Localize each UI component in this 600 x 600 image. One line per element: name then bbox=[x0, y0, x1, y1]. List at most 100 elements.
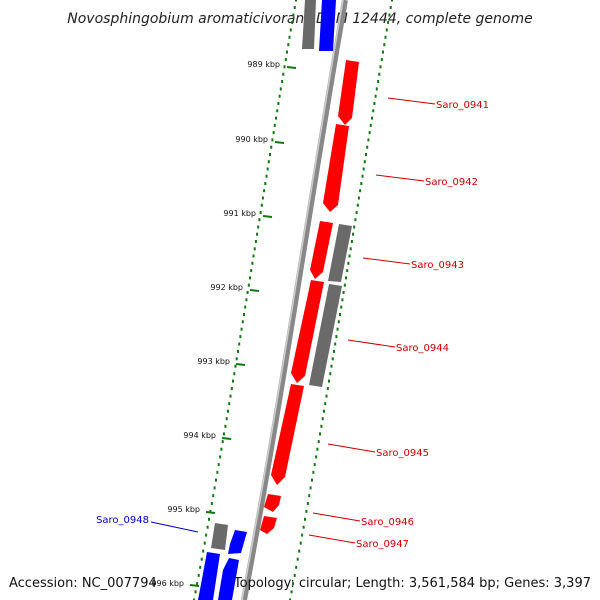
label-Saro_0948[interactable]: Saro_0948 bbox=[96, 515, 149, 526]
tick-label-992: 992 kbp bbox=[210, 283, 243, 292]
gene-feature-top-blue[interactable] bbox=[319, 0, 336, 51]
outer-ring-dot bbox=[373, 102, 376, 105]
label-Saro_0947[interactable]: Saro_0947 bbox=[356, 539, 409, 550]
gene-Saro_0942[interactable] bbox=[323, 124, 349, 212]
inner-ring-dot bbox=[281, 80, 284, 83]
gene-feature-bottom-blue-1[interactable] bbox=[198, 552, 220, 600]
gene-feature-0943-other[interactable] bbox=[328, 224, 352, 282]
outer-ring-dot bbox=[290, 590, 293, 594]
leader-Saro_0948 bbox=[150, 521, 199, 533]
outer-ring-dot bbox=[363, 160, 366, 164]
inner-ring-dot bbox=[277, 102, 280, 105]
inner-ring-dot bbox=[206, 525, 209, 529]
inner-ring-dot bbox=[235, 357, 238, 361]
inner-ring-dot bbox=[209, 509, 212, 513]
outer-ring-dot bbox=[319, 432, 321, 436]
outer-ring-dot bbox=[355, 211, 358, 214]
outer-ring-dot bbox=[321, 417, 324, 421]
outer-ring-dot bbox=[389, 6, 392, 9]
outer-ring-dot bbox=[311, 478, 313, 482]
inner-ring-dot bbox=[295, 0, 297, 2]
outer-ring-dot bbox=[324, 402, 327, 406]
label-Saro_0941[interactable]: Saro_0941 bbox=[436, 100, 489, 111]
outer-ring-dot bbox=[372, 109, 375, 113]
outer-ring-dot bbox=[347, 261, 350, 265]
gene-Saro_0948[interactable] bbox=[228, 530, 247, 554]
outer-ring-dot bbox=[334, 342, 337, 346]
gene-feature-0944-other[interactable] bbox=[309, 284, 342, 387]
inner-ring-dot bbox=[241, 320, 244, 324]
inner-ring-dot bbox=[194, 590, 197, 594]
tick-990 bbox=[274, 141, 285, 144]
inner-ring-dot bbox=[257, 225, 260, 229]
outer-ring-dot bbox=[343, 283, 346, 287]
outer-ring-dot bbox=[302, 525, 305, 529]
inner-ring-dot bbox=[270, 145, 273, 149]
label-Saro_0945[interactable]: Saro_0945 bbox=[376, 448, 429, 459]
inner-ring-dot bbox=[240, 327, 243, 331]
inner-ring-dot bbox=[273, 123, 276, 127]
inner-ring-dot bbox=[225, 417, 228, 421]
outer-ring-dot bbox=[296, 557, 299, 561]
gene-feature-bottom-blue-2[interactable] bbox=[218, 558, 239, 600]
outer-ring-dot bbox=[384, 35, 387, 39]
tick-label-991: 991 kbp bbox=[223, 209, 256, 218]
inner-ring-dot bbox=[252, 254, 255, 258]
outer-ring-dot bbox=[304, 517, 306, 521]
inner-ring-dot bbox=[219, 455, 222, 459]
outer-tick-ring bbox=[289, 0, 393, 600]
inner-ring-dot bbox=[216, 470, 219, 474]
inner-ring-dot bbox=[210, 502, 213, 505]
inner-ring-dot bbox=[275, 116, 277, 120]
outer-ring-dot bbox=[295, 565, 298, 569]
outer-ring-dot bbox=[313, 463, 316, 467]
outer-ring-dot bbox=[317, 440, 320, 444]
inner-ring-dot bbox=[260, 203, 263, 207]
leader-Saro_0944 bbox=[347, 339, 396, 348]
outer-ring-dot bbox=[368, 131, 371, 135]
inner-ring-dot bbox=[250, 269, 253, 273]
tick-993 bbox=[235, 363, 246, 366]
inner-ring-dot bbox=[259, 211, 262, 214]
inner-ring-dot bbox=[229, 394, 232, 398]
inner-ring-dot bbox=[197, 573, 200, 577]
gene-feature-top-gray[interactable] bbox=[302, 0, 316, 49]
label-Saro_0943[interactable]: Saro_0943 bbox=[411, 260, 464, 271]
gene-Saro_0947[interactable] bbox=[260, 516, 277, 534]
outer-ring-dot bbox=[335, 335, 338, 339]
outer-ring-dot bbox=[330, 364, 333, 368]
outer-ring-dot bbox=[352, 232, 355, 236]
inner-ring-dot bbox=[286, 50, 288, 54]
outer-ring-dot bbox=[375, 87, 378, 91]
label-Saro_0946[interactable]: Saro_0946 bbox=[361, 517, 414, 528]
inner-ring-dot bbox=[200, 557, 203, 561]
gene-Saro_0944[interactable] bbox=[291, 280, 324, 383]
inner-ring-dot bbox=[238, 342, 241, 346]
outer-ring-dot bbox=[382, 50, 384, 54]
inner-ring-dot bbox=[239, 335, 242, 339]
label-Saro_0942[interactable]: Saro_0942 bbox=[425, 177, 478, 188]
outer-ring-dot bbox=[322, 409, 325, 413]
gene-Saro_0946[interactable] bbox=[264, 494, 281, 512]
outer-ring-dot bbox=[380, 58, 383, 61]
outer-ring-dot bbox=[354, 218, 357, 222]
outer-ring-dot bbox=[369, 123, 372, 127]
inner-ring-dot bbox=[205, 533, 208, 537]
inner-ring-dot bbox=[279, 87, 282, 91]
outer-ring-dot bbox=[312, 470, 315, 474]
gene-Saro_0943[interactable] bbox=[310, 221, 333, 279]
label-Saro_0944[interactable]: Saro_0944 bbox=[396, 343, 449, 354]
gene-feature-0948-other[interactable] bbox=[211, 523, 228, 550]
inner-ring-dot bbox=[220, 447, 223, 451]
tick-992 bbox=[249, 289, 260, 292]
leader-Saro_0947 bbox=[308, 534, 356, 544]
gene-Saro_0945[interactable] bbox=[271, 384, 304, 485]
outer-ring-dot bbox=[377, 80, 380, 83]
tick-996 bbox=[189, 584, 200, 587]
genome-title: Novosphingobium aromaticivorans DSM 1244… bbox=[67, 11, 532, 27]
outer-ring-dot bbox=[333, 349, 335, 353]
gene-Saro_0941[interactable] bbox=[338, 60, 359, 125]
inner-ring-dot bbox=[245, 298, 248, 302]
outer-ring-dot bbox=[379, 65, 382, 69]
inner-ring-dot bbox=[264, 182, 267, 185]
